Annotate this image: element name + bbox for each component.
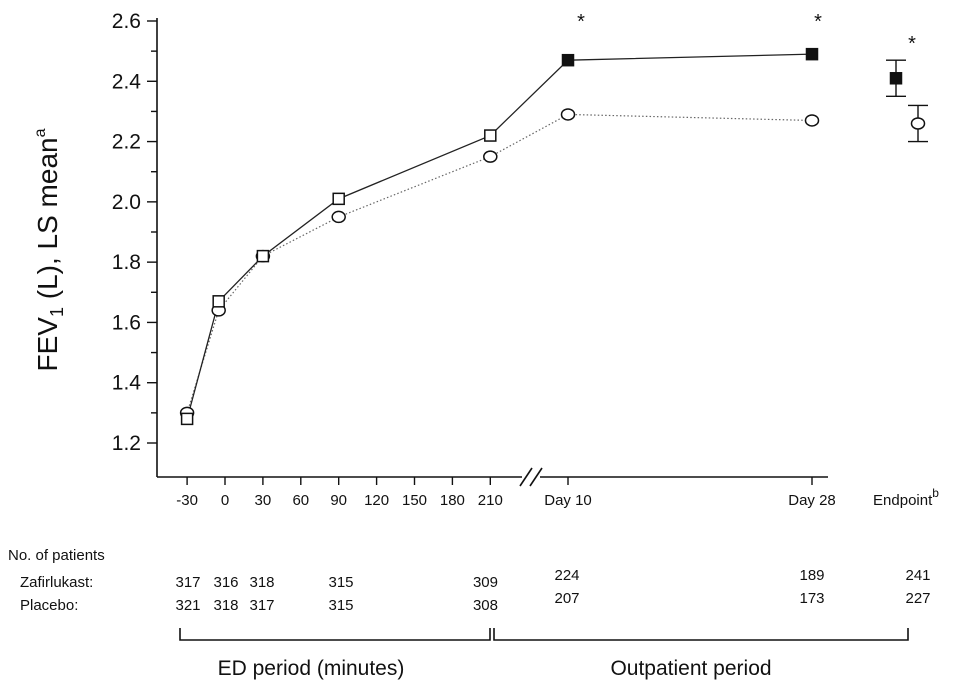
- patient-count: 316: [213, 574, 238, 591]
- zafirlukast-point: [180, 412, 194, 426]
- y-tick-label: 2.6: [112, 10, 141, 33]
- x-minute-tick-label: 180: [440, 492, 465, 509]
- y-tick-label: 1.6: [112, 311, 141, 334]
- x-label-endpoint: Endpointb: [873, 486, 939, 509]
- y-tick-label: 1.8: [112, 251, 141, 274]
- zafirlukast-point: [561, 53, 575, 67]
- placebo-point: [331, 210, 346, 224]
- placebo-series-line: [186, 113, 813, 414]
- x-minute-tick-label: 30: [255, 492, 272, 509]
- y-tick-label: 2.2: [112, 131, 141, 154]
- zafirlukast-point: [805, 47, 819, 61]
- x-minute-tick-label: 120: [364, 492, 389, 509]
- zafirlukast-point: [212, 295, 225, 308]
- y-axis-label: FEV1 (L), LS meana: [32, 128, 67, 371]
- patient-count: 318: [249, 574, 274, 591]
- y-tick-label: 2.4: [112, 70, 142, 93]
- significance-star: *: [814, 11, 822, 33]
- x-minute-tick-label: 60: [292, 492, 309, 509]
- zafirlukast-point: [332, 192, 345, 206]
- patient-count: 317: [175, 574, 200, 591]
- significance-star: *: [908, 33, 916, 55]
- chart-text: 1.2 1.4 1.6 1.8 2.0 2.2 2.4 2.6 -30 0 30 60 90 120 150…: [112, 10, 931, 614]
- x-minute-tick-label: 150: [402, 492, 427, 509]
- series-lines: [186, 53, 813, 420]
- placebo-point: [804, 114, 820, 127]
- patient-count: 227: [905, 590, 930, 607]
- zafirlukast-point: [484, 129, 497, 142]
- patients-row-label-zafirlukast: Zafirlukast:: [20, 574, 93, 591]
- patient-count: 315: [328, 574, 353, 591]
- patient-count: 317: [249, 597, 274, 614]
- patient-count: 309: [473, 574, 498, 591]
- placebo-point: [483, 150, 498, 163]
- placebo-endpoint-point: [910, 117, 926, 130]
- x-minute-tick-label: -30: [176, 492, 198, 509]
- y-tick-label: 1.2: [112, 432, 141, 455]
- patient-count: 189: [799, 567, 824, 584]
- ed-period-label: ED period (minutes): [218, 657, 405, 680]
- zafirlukast-point: [256, 249, 270, 263]
- axis-ticks: [147, 20, 813, 485]
- patient-count: 207: [554, 590, 579, 607]
- placebo-point: [560, 108, 576, 121]
- patient-count: 224: [554, 567, 579, 584]
- patient-count: 318: [213, 597, 238, 614]
- ed-period-bracket: [179, 628, 491, 641]
- series-markers: [179, 47, 928, 426]
- significance-star: *: [577, 11, 585, 33]
- zafirlukast-endpoint-point: [889, 72, 903, 85]
- zafirlukast-series-line: [186, 53, 813, 420]
- axis-break-mark: [529, 467, 543, 487]
- x-minute-tick-label: 0: [221, 492, 229, 509]
- y-tick-label: 1.4: [112, 372, 142, 395]
- axis-break-mark: [519, 467, 533, 487]
- y-tick-label: 2.0: [112, 191, 141, 214]
- patient-count: 308: [473, 597, 498, 614]
- patient-count: 315: [328, 597, 353, 614]
- x-minute-tick-label: 90: [330, 492, 347, 509]
- patient-count: 321: [175, 597, 200, 614]
- patients-header: No. of patients: [8, 547, 105, 564]
- patient-count: 173: [799, 590, 824, 607]
- x-day-tick-label: Day 10: [544, 492, 592, 509]
- patients-row-label-placebo: Placebo:: [20, 597, 78, 614]
- x-minute-tick-label: 210: [478, 492, 503, 509]
- x-day-tick-label: Day 28: [788, 492, 836, 509]
- patient-count: 241: [905, 567, 930, 584]
- axes: [156, 18, 828, 487]
- outpatient-period-label: Outpatient period: [610, 657, 771, 680]
- outpatient-period-bracket: [493, 628, 909, 641]
